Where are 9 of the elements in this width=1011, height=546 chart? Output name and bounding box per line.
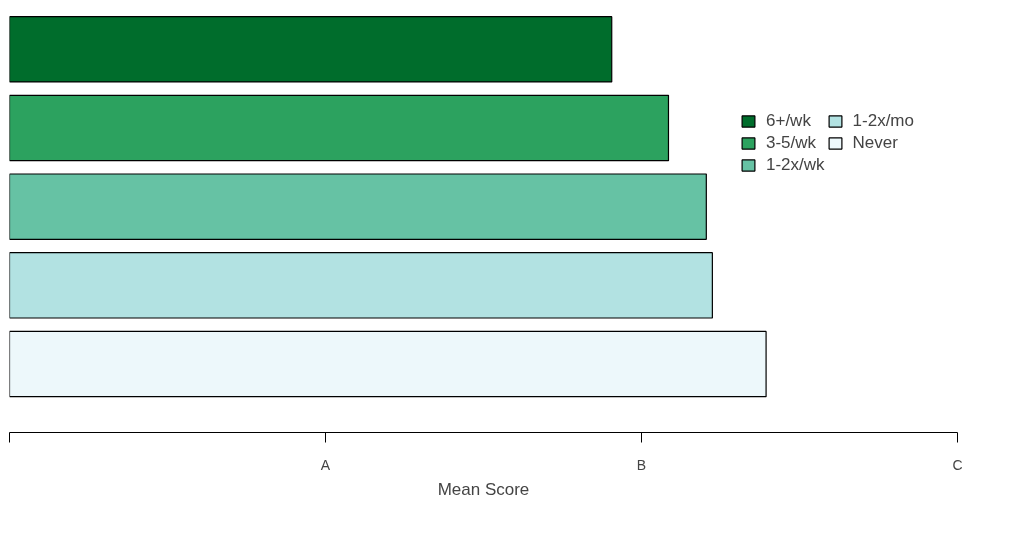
legend-label: 1-2x/mo — [852, 111, 914, 131]
legend-label: Never — [852, 133, 898, 153]
text: A — [320, 456, 331, 473]
legend-label: 6+/wk — [766, 111, 811, 131]
text: B — [636, 456, 647, 473]
legend-label: 1-2x/wk — [766, 155, 825, 175]
legend-label: 3-5/wk — [766, 133, 817, 153]
text: C — [952, 456, 963, 473]
x-axis-title: Mean Score — [437, 479, 530, 499]
